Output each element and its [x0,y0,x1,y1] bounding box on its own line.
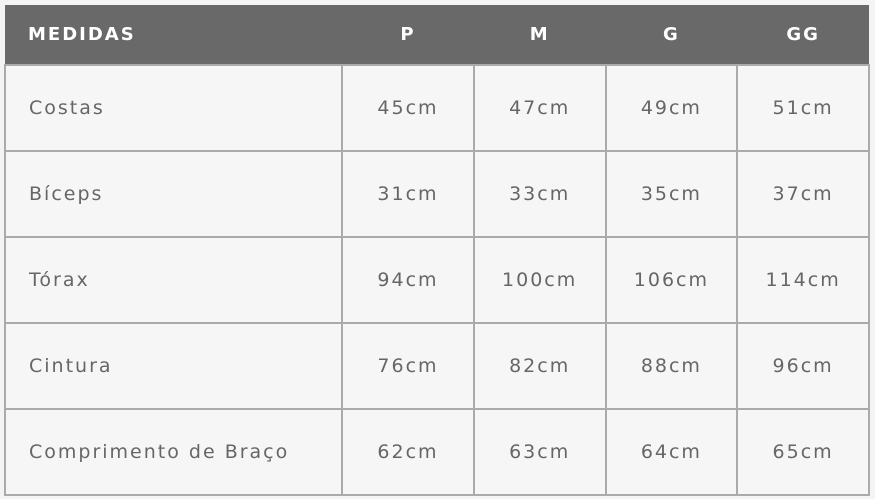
measure-value: 35cm [604,150,739,238]
measure-label: Costas [3,64,344,152]
size-chart-table: MEDIDAS P M G GG Costas 45cm 47cm 49cm 51cm Bícep… [3,5,870,496]
measure-value: 37cm [736,150,870,238]
header-size-m: M [529,24,550,45]
measure-value: 47cm [472,64,607,152]
header-row: MEDIDAS P M G GG [5,5,869,65]
measure-value: 88cm [604,322,739,410]
measure-label: Bíceps [3,150,344,238]
measure-value: 106cm [604,236,739,324]
measure-value: 114cm [736,236,870,324]
measure-value: 51cm [736,64,870,152]
measure-value: 94cm [341,236,475,324]
table-row: Comprimento de Braço 62cm 63cm 64cm 65cm [3,408,870,496]
measure-value: 31cm [341,150,475,238]
table-row: Tórax 94cm 100cm 106cm 114cm [3,236,870,324]
table-row: Cintura 76cm 82cm 88cm 96cm [3,322,870,410]
measure-value: 96cm [736,322,870,410]
measure-label: Cintura [3,322,344,410]
measure-value: 62cm [341,408,475,496]
measure-value: 33cm [472,150,607,238]
measure-value: 100cm [472,236,607,324]
header-size-g: G [663,24,680,45]
header-medidas: MEDIDAS [28,24,136,45]
table-row: Bíceps 31cm 33cm 35cm 37cm [3,150,870,238]
table-row: Costas 45cm 47cm 49cm 51cm [3,64,870,152]
measure-label: Comprimento de Braço [3,408,344,496]
measure-value: 64cm [604,408,739,496]
header-size-gg: GG [786,24,820,45]
measure-value: 65cm [736,408,870,496]
measure-label: Tórax [3,236,344,324]
measure-value: 63cm [472,408,607,496]
measure-value: 76cm [341,322,475,410]
header-size-p: P [400,24,416,45]
measure-value: 45cm [341,64,475,152]
measure-value: 82cm [472,322,607,410]
measure-value: 49cm [604,64,739,152]
